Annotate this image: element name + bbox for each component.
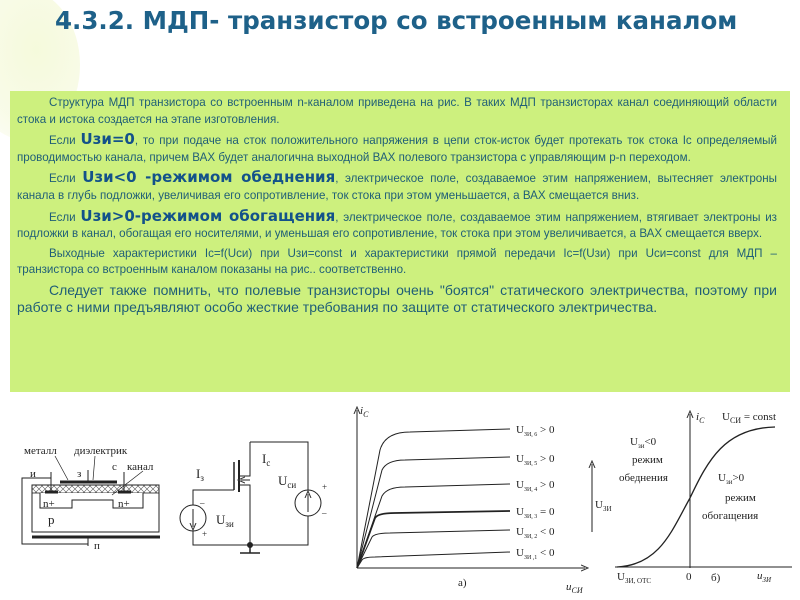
- text: , то при подаче на сток положительного н…: [17, 134, 777, 164]
- circuit-diagram: [179, 441, 322, 554]
- caption-b: б): [711, 572, 721, 584]
- text-panel: Структура МДП транзистора со встроенным …: [17, 95, 777, 320]
- emphasis: Uзи>0-режимом обогащения: [80, 206, 336, 225]
- paragraph-zero-bias: Если Uзи=0, то при подаче на сток положи…: [17, 131, 777, 166]
- label-n-plus-left: n+: [43, 498, 55, 510]
- caption-a: а): [458, 577, 467, 589]
- curve-label-4: UЗИ, 4 > 0: [516, 479, 555, 493]
- curve-2: [356, 529, 511, 569]
- label-substrate: п: [94, 540, 100, 552]
- x-axis-label: uСИ: [566, 581, 584, 595]
- label-n-plus-right: n+: [118, 498, 130, 510]
- y-axis-label: iС: [360, 405, 369, 419]
- depletion-condition: Uзи<0: [630, 436, 657, 450]
- text: Если: [49, 172, 83, 186]
- curve-3: [356, 510, 511, 569]
- slide-title: 4.3.2. МДП- транзистор со встроенным кан…: [55, 6, 738, 35]
- minus-sign: –: [321, 508, 327, 518]
- curve-label-6: UЗИ, 6 > 0: [516, 424, 555, 438]
- label-gate-current: Iз: [196, 466, 204, 483]
- paragraph-characteristics: Выходные характеристики Ic=f(Uси) при Uз…: [17, 246, 777, 277]
- gate-source-voltage-source: [179, 504, 207, 532]
- y-axis-label: iС: [696, 411, 705, 425]
- transfer-characteristic-graph: [615, 414, 792, 568]
- label-dielectric: диэлектрик: [74, 445, 128, 457]
- label-channel: канал: [127, 461, 154, 473]
- emphasis: Uзи=0: [80, 130, 135, 149]
- label-source: и: [30, 468, 36, 480]
- structure-labels: металл диэлектрик и з с канал n+ n+ p п: [24, 445, 154, 552]
- paragraph-enhancement: Если Uзи>0-режимом обогащения, электриче…: [17, 206, 777, 243]
- curve-label-5: UЗИ, 5 > 0: [516, 453, 555, 467]
- curve-5: [356, 456, 511, 569]
- plus-sign: +: [322, 482, 327, 492]
- label-metal: металл: [24, 445, 57, 457]
- text: Если: [49, 210, 81, 224]
- zero-label: 0: [686, 571, 692, 583]
- x-axis-label: uЗИ: [757, 570, 772, 584]
- depletion-mode-label-2: обеднения: [619, 472, 668, 484]
- const-label: UСИ = const: [722, 411, 776, 425]
- label-gate: з: [77, 468, 81, 480]
- depletion-mode-label: режим: [632, 454, 663, 466]
- paragraph-static-warning: Следует также помнить, что полевые транз…: [17, 281, 777, 316]
- circuit-labels: Iз Iс Uси Uзи – + + –: [196, 451, 327, 539]
- n-plus-regions: [39, 493, 144, 509]
- minus-sign: –: [199, 498, 205, 508]
- output-characteristics-graph: [357, 410, 592, 568]
- label-drain: с: [112, 461, 117, 473]
- label-ugs: Uзи: [216, 512, 234, 529]
- enhancement-mode-label-2: обогащения: [702, 510, 758, 522]
- enhancement-condition: Uзи>0: [718, 472, 745, 486]
- text: Если: [49, 134, 81, 148]
- cutoff-label: UЗИ, ОТС: [617, 571, 651, 585]
- curve-4: [356, 483, 511, 569]
- mosfet-structure-diagram: [21, 455, 160, 546]
- label-drain-current: Iс: [262, 451, 270, 468]
- curve-6: [356, 428, 511, 569]
- curve-1: [356, 551, 511, 569]
- paragraph-depletion: Если Uзи<0 -режимом обеднения, электриче…: [17, 169, 777, 204]
- curve-label-1: UЗИ ,1 < 0: [516, 547, 555, 561]
- label-uds: Uси: [278, 473, 296, 490]
- text-panel-background: [10, 91, 790, 392]
- label-p: p: [48, 512, 55, 527]
- text: , электрическое поле, создаваемое этим н…: [17, 172, 777, 202]
- ground-icon: [240, 545, 260, 554]
- graph-a-labels: iС uСИ а) UЗИ, 6 > 0 UЗИ, 5 > 0 UЗИ, 4 >…: [360, 405, 612, 595]
- emphasis: Uзи<0 -режимом обеднения: [82, 168, 336, 187]
- transfer-curve: [616, 426, 776, 568]
- curve-label-2: UЗИ, 2 < 0: [516, 526, 555, 540]
- text: , электрическое поле, создаваемое этим н…: [17, 210, 777, 241]
- enhancement-mode-label: режим: [725, 492, 756, 504]
- curve-label-3: UЗИ, 3 = 0: [516, 506, 555, 520]
- paragraph-structure: Структура МДП транзистора со встроенным …: [17, 96, 777, 126]
- arrow-label-ugs: UЗИ: [595, 499, 612, 513]
- graph-b-labels: iС UСИ = const Uзи<0 режим обеднения Uзи…: [617, 411, 776, 585]
- plus-sign: +: [202, 529, 207, 539]
